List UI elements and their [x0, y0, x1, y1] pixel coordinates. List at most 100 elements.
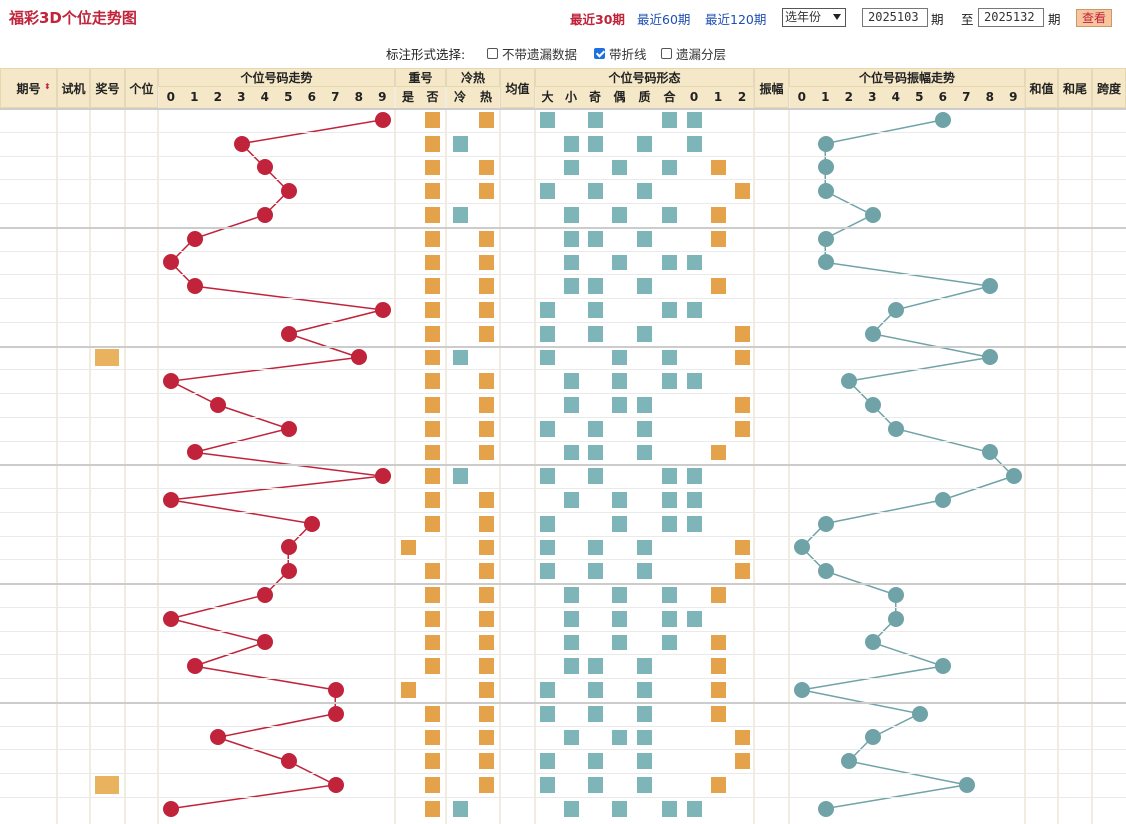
trend-miss-cell	[324, 749, 348, 773]
link-recent-60[interactable]: 最近60期	[637, 12, 691, 27]
sort-icon[interactable]: ⬍	[44, 82, 51, 91]
repeat-cell	[420, 773, 445, 797]
option-layered[interactable]: 遗漏分层	[661, 44, 726, 63]
form-cell	[559, 464, 583, 488]
remainder-miss-cell	[706, 346, 730, 370]
trend-miss-cell	[206, 536, 230, 560]
trend-miss-cell	[347, 536, 371, 560]
to-issue-input[interactable]: 2025132	[978, 8, 1044, 27]
trend-miss-cell	[277, 464, 301, 488]
trend-miss-cell	[159, 654, 183, 678]
amp-miss-cell	[908, 726, 932, 750]
remainder-miss-cell	[706, 108, 730, 132]
trend-miss-cell	[230, 203, 254, 227]
form-cell	[657, 654, 682, 678]
trend-miss-cell	[183, 607, 207, 631]
amp-miss-cell	[861, 464, 885, 488]
checkbox-checked-icon[interactable]	[594, 48, 605, 59]
trend-miss-cell	[371, 631, 395, 655]
tag-bg	[563, 397, 579, 413]
tag-bg	[710, 658, 726, 674]
trend-miss-cell	[277, 583, 301, 607]
amp-miss-cell	[908, 369, 932, 393]
trend-miss-cell	[230, 702, 254, 726]
tag-bg	[478, 563, 494, 579]
trend-miss-cell	[371, 749, 395, 773]
amp-miss-cell	[931, 132, 955, 156]
trend-miss-cell	[277, 227, 301, 251]
remainder-miss-cell	[682, 559, 706, 583]
amp-ball	[888, 610, 904, 627]
prize-number-cell	[90, 132, 125, 156]
tag-bg	[478, 420, 494, 437]
tail-cell	[1058, 393, 1092, 417]
form-cell	[559, 298, 583, 322]
trend-miss-cell	[324, 488, 348, 512]
tag-bg	[686, 302, 702, 318]
trend-miss-cell	[206, 417, 230, 441]
test-number-cell	[57, 726, 90, 750]
trend-digit-header: 4	[253, 87, 277, 108]
avg-cell	[500, 346, 535, 370]
unit-digit-cell	[125, 631, 158, 655]
trend-miss-cell	[253, 274, 277, 298]
query-button[interactable]: 查看	[1076, 9, 1112, 27]
hot-cell	[473, 654, 499, 678]
trend-miss-cell	[347, 797, 371, 821]
prize-number-cell	[90, 607, 125, 631]
amp-miss-cell	[790, 393, 814, 417]
tag-bg	[710, 634, 726, 651]
trend-miss-cell	[277, 512, 301, 536]
form-cell	[583, 583, 607, 607]
tag-bg	[587, 302, 603, 318]
option-no-missing[interactable]: 不带遗漏数据	[487, 44, 577, 63]
tag-bg	[587, 468, 603, 484]
remainder-miss-cell	[730, 132, 754, 156]
link-recent-120[interactable]: 最近120期	[705, 12, 767, 27]
amp-ball	[817, 183, 834, 200]
option-with-line[interactable]: 带折线	[594, 44, 647, 63]
span-cell	[1092, 156, 1126, 180]
amp-miss-cell	[955, 108, 979, 132]
prize-number-cell	[90, 179, 125, 203]
trend-ball	[280, 539, 297, 556]
trend-miss-cell	[206, 322, 230, 346]
amp-miss-cell	[1002, 726, 1026, 750]
trend-miss-cell	[324, 227, 348, 251]
form-cell	[657, 631, 682, 655]
trend-miss-cell	[277, 346, 301, 370]
checkbox-icon[interactable]	[487, 48, 498, 59]
link-recent-30[interactable]: 最近30期	[570, 12, 625, 27]
amp-miss-cell	[790, 203, 814, 227]
unit-digit-cell	[125, 441, 158, 465]
tag-bg	[710, 777, 726, 793]
trend-ball	[257, 586, 273, 603]
trend-miss-cell	[300, 346, 324, 370]
test-number-cell	[57, 464, 90, 488]
hot-cell	[473, 583, 499, 607]
amp-miss-cell	[955, 298, 979, 322]
prize-number-cell	[90, 274, 125, 298]
from-issue-input[interactable]: 2025103	[862, 8, 928, 27]
trend-miss-cell	[324, 654, 348, 678]
trend-ball	[351, 349, 367, 366]
issue-cell	[0, 654, 57, 678]
year-select[interactable]: 选年份	[782, 8, 846, 27]
trend-miss-cell	[206, 369, 230, 393]
form-cell	[583, 654, 607, 678]
tag-bg	[452, 207, 468, 223]
tag-bg	[710, 230, 726, 247]
repeat-cell	[396, 654, 420, 678]
form-cell	[536, 298, 559, 322]
remainder-miss-cell	[682, 393, 706, 417]
trend-miss-cell	[159, 179, 183, 203]
form-cell	[559, 749, 583, 773]
span-cell	[1092, 678, 1126, 702]
tag-bg	[587, 658, 603, 674]
repeat-cell	[396, 322, 420, 346]
form-cell	[607, 298, 632, 322]
form-cell	[536, 369, 559, 393]
checkbox-icon[interactable]	[661, 48, 672, 59]
form-cell	[632, 179, 657, 203]
unit-digit-cell	[125, 274, 158, 298]
